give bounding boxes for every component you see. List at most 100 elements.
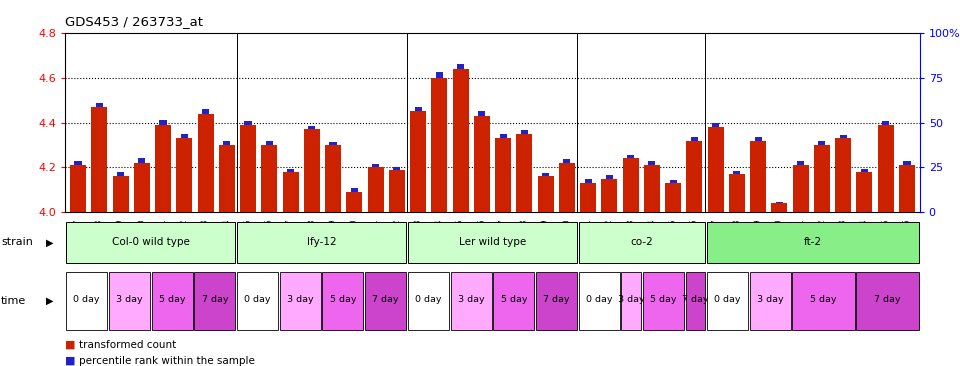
Bar [202, 109, 209, 113]
Bar [474, 116, 490, 212]
Text: 5 day: 5 day [158, 295, 185, 304]
Bar [776, 202, 783, 203]
Bar [282, 172, 299, 212]
Text: percentile rank within the sample: percentile rank within the sample [79, 355, 254, 366]
Text: Ler wild type: Ler wild type [459, 236, 526, 247]
Bar [861, 169, 868, 172]
Bar [156, 125, 171, 212]
Text: lfy-12: lfy-12 [307, 236, 336, 247]
Bar [152, 272, 193, 330]
Bar [261, 145, 277, 212]
Bar [245, 122, 252, 125]
Bar [112, 176, 129, 212]
Bar [712, 123, 719, 127]
Bar [325, 145, 341, 212]
Bar [644, 165, 660, 212]
Bar [559, 163, 575, 212]
Bar [580, 183, 596, 212]
Text: 3 day: 3 day [458, 295, 485, 304]
Bar [66, 272, 108, 330]
Bar [323, 272, 364, 330]
Bar [70, 165, 86, 212]
Bar [389, 170, 405, 212]
Bar [856, 272, 919, 330]
Bar [194, 272, 235, 330]
Text: 7 day: 7 day [875, 295, 900, 304]
Text: 7 day: 7 day [683, 295, 708, 304]
Text: 0 day: 0 day [586, 295, 612, 304]
Bar [450, 272, 492, 330]
Bar [516, 134, 533, 212]
Bar [117, 172, 124, 176]
Bar [237, 272, 278, 330]
Bar [856, 172, 873, 212]
Bar [818, 141, 826, 145]
Bar [478, 111, 486, 116]
Bar [219, 145, 235, 212]
Bar [882, 121, 889, 125]
Bar [96, 103, 103, 107]
Bar [91, 107, 108, 212]
Text: GDS453 / 263733_at: GDS453 / 263733_at [65, 15, 204, 28]
Bar [133, 163, 150, 212]
Bar [643, 272, 684, 330]
Bar [685, 272, 706, 330]
Bar [408, 222, 577, 263]
Text: 7 day: 7 day [202, 295, 228, 304]
Bar [350, 188, 358, 192]
Bar [606, 175, 613, 179]
Bar [585, 179, 591, 183]
Bar [579, 222, 706, 263]
Bar [903, 161, 910, 165]
Bar [368, 167, 384, 212]
Text: ▶: ▶ [46, 296, 54, 306]
Text: 3 day: 3 day [116, 295, 143, 304]
Bar [536, 272, 577, 330]
Bar [237, 222, 406, 263]
Bar [198, 113, 213, 212]
Bar [431, 78, 447, 212]
Bar [686, 141, 703, 212]
Bar [365, 272, 406, 330]
Text: 3 day: 3 day [618, 295, 644, 304]
Bar [542, 173, 549, 176]
Bar [495, 138, 511, 212]
Bar [691, 137, 698, 141]
Bar [75, 161, 82, 165]
Text: 0 day: 0 day [73, 295, 100, 304]
Bar [66, 222, 235, 263]
Bar [627, 155, 635, 158]
Text: 5 day: 5 day [810, 295, 837, 304]
Bar [520, 130, 528, 134]
Text: 5 day: 5 day [650, 295, 677, 304]
Text: ft-2: ft-2 [804, 236, 822, 247]
Bar [708, 127, 724, 212]
Bar [899, 165, 915, 212]
Text: ▶: ▶ [46, 238, 54, 247]
Bar [138, 158, 145, 163]
Bar [648, 161, 656, 165]
Bar [329, 142, 337, 145]
Text: transformed count: transformed count [79, 340, 176, 350]
Bar [707, 272, 748, 330]
Bar [793, 165, 808, 212]
Bar [538, 176, 554, 212]
Bar [408, 272, 449, 330]
Bar [621, 272, 641, 330]
Bar [623, 158, 638, 212]
Bar [266, 141, 273, 145]
Text: 5 day: 5 day [500, 295, 527, 304]
Text: 5 day: 5 day [329, 295, 356, 304]
Bar [415, 107, 421, 111]
Text: 0 day: 0 day [415, 295, 442, 304]
Text: 3 day: 3 day [287, 295, 314, 304]
Bar [665, 183, 681, 212]
Bar [792, 272, 854, 330]
Text: 0 day: 0 day [244, 295, 271, 304]
Bar [287, 169, 294, 172]
Bar [493, 272, 535, 330]
Bar [797, 161, 804, 165]
Text: 3 day: 3 day [756, 295, 783, 304]
Bar [755, 137, 761, 141]
Bar [814, 145, 829, 212]
